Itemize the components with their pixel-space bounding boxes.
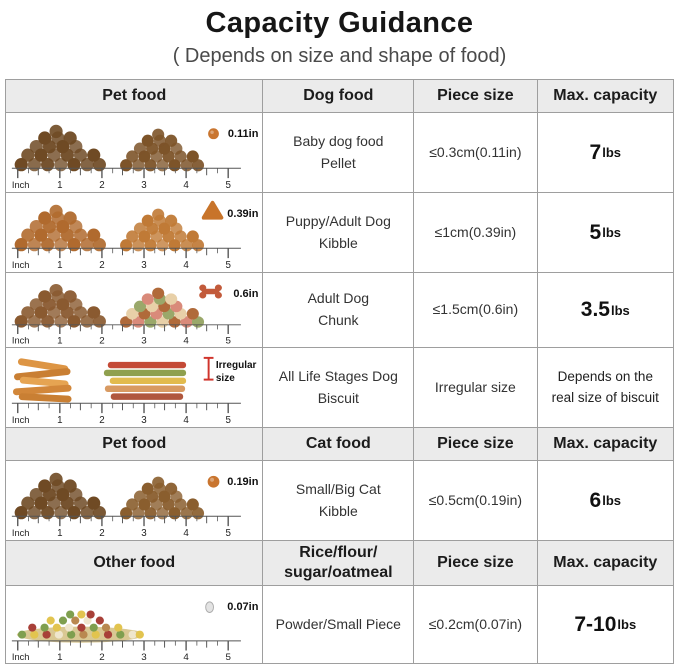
pellet-pile-illustration <box>11 124 242 192</box>
header-cell-cat-food: Cat food <box>263 428 415 460</box>
capacity-number: 6 <box>589 488 602 512</box>
ruler-graphic <box>11 167 242 192</box>
table-row-powder: 0.07in Powder/Small Piece ≤0.2cm(0.07in)… <box>6 586 673 663</box>
biscuit-illustration <box>11 356 242 427</box>
food-name: Baby dog food Pellet <box>263 113 415 192</box>
cat-kibble-pile-illustration <box>11 472 242 540</box>
ruler-graphic <box>11 247 242 272</box>
header-cell-piece-size: Piece size <box>414 80 538 112</box>
cat-kibble-image-cell: 0.19in <box>6 461 264 540</box>
max-capacity-value: Depends on the real size of biscuit <box>538 348 673 427</box>
biscuit-sticks-right <box>103 361 187 400</box>
piece-size-callout: 0.07in <box>227 601 259 613</box>
table-row-cat-kibble: 0.19in Small/Big Cat Kibble ≤0.5cm(0.19i… <box>6 461 673 541</box>
capacity-unit: lbs <box>602 145 622 160</box>
piece-size-value: ≤0.3cm(0.11in) <box>414 113 538 192</box>
kibble-image-cell: 0.39in <box>6 193 264 272</box>
table-header-dog: Pet food Dog food Piece size Max. capaci… <box>6 80 673 113</box>
capacity-number: 7-10 <box>574 612 617 636</box>
food-pile <box>14 124 106 172</box>
piece-size-callout: 0.39in <box>227 208 259 220</box>
header-cell-pet-food: Pet food <box>6 428 264 460</box>
biscuit-sticks-left <box>12 358 72 403</box>
table-row-biscuit: Irregular size All Life Stages Dog Biscu… <box>6 348 673 428</box>
piece-size-callout: 0.11in <box>227 128 259 140</box>
food-name: Puppy/Adult Dog Kibble <box>263 193 415 272</box>
header-cell-max-capacity: Max. capacity <box>553 554 658 571</box>
bone-icon <box>199 284 222 299</box>
capacity-number: 3.5 <box>580 298 610 321</box>
piece-size-callout: Irregular size <box>215 360 257 384</box>
triangle-kibble-icon <box>201 200 224 220</box>
food-pile <box>14 204 106 252</box>
grain-pile <box>16 610 144 643</box>
header-cell-other-food: Other food <box>6 541 264 585</box>
max-capacity-value: 7-10 lbs <box>538 586 673 663</box>
kibble-pile-illustration <box>11 200 242 272</box>
capacity-unit: lbs <box>610 302 630 318</box>
max-capacity-value: 6 lbs <box>538 461 673 540</box>
piece-size-value: ≤0.2cm(0.07in) <box>414 586 538 663</box>
piece-size-value: Irregular size <box>414 348 538 427</box>
grain-pile-illustration <box>11 601 242 663</box>
small-piece-icon <box>205 601 215 613</box>
table-row-pellet: 0.11in Baby dog food Pellet ≤0.3cm(0.11i… <box>6 113 673 193</box>
capacity-unit: lbs <box>602 493 622 508</box>
header-cell-dog-food: Dog food <box>263 80 415 112</box>
food-name: Powder/Small Piece <box>263 586 415 663</box>
page-subtitle: ( Depends on size and shape of food) <box>172 45 507 67</box>
chunk-image-cell: 0.6in <box>6 273 264 347</box>
table-row-chunk: 0.6in Adult Dog Chunk ≤1.5cm(0.6in) 3.5 l… <box>6 273 673 348</box>
header-cell-max-capacity: Max. capacity <box>553 87 658 104</box>
capacity-number: 5 <box>589 220 602 244</box>
food-pile <box>120 128 205 172</box>
food-name: Adult Dog Chunk <box>263 273 415 347</box>
biscuit-image-cell: Irregular size <box>6 348 264 427</box>
food-name: All Life Stages Dog Biscuit <box>263 348 415 427</box>
round-pellet-icon <box>207 475 220 488</box>
table-row-kibble: 0.39in Puppy/Adult Dog Kibble ≤1cm(0.39i… <box>6 193 673 273</box>
food-pile-multicolor <box>120 287 205 328</box>
max-capacity-value: 7 lbs <box>538 113 673 192</box>
capacity-table: Pet food Dog food Piece size Max. capaci… <box>5 79 674 664</box>
table-header-cat: Pet food Cat food Piece size Max. capaci… <box>6 428 673 461</box>
capacity-note: Depends on the real size of biscuit <box>551 369 659 405</box>
header-cell-max-capacity: Max. capacity <box>553 435 658 452</box>
header-cell-piece-size: Piece size <box>414 428 538 460</box>
ruler-graphic <box>11 640 242 663</box>
header-cell-piece-size: Piece size <box>414 541 538 585</box>
food-name: Small/Big Cat Kibble <box>263 461 415 540</box>
food-pile <box>14 472 106 520</box>
capacity-unit: lbs <box>617 617 637 632</box>
piece-size-value: ≤0.5cm(0.19in) <box>414 461 538 540</box>
irregular-size-marker-icon <box>203 356 214 381</box>
piece-size-value: ≤1cm(0.39in) <box>414 193 538 272</box>
ruler-graphic <box>11 324 242 347</box>
ruler-graphic <box>11 515 242 540</box>
max-capacity-value: 3.5 lbs <box>538 273 673 347</box>
header-cell-rice-flour: Rice/flour/ sugar/oatmeal <box>263 541 415 585</box>
food-pile <box>120 476 205 520</box>
round-pellet-icon <box>208 128 219 140</box>
food-pile <box>14 284 106 328</box>
piece-size-callout: 0.19in <box>227 476 259 488</box>
capacity-unit: lbs <box>602 225 622 240</box>
food-pile <box>120 208 205 252</box>
piece-size-callout: 0.6in <box>233 288 259 300</box>
max-capacity-value: 5 lbs <box>538 193 673 272</box>
powder-image-cell: 0.07in <box>6 586 264 663</box>
ruler-graphic <box>11 402 242 427</box>
page-title: Capacity Guidance <box>205 7 474 39</box>
chunk-pile-illustration <box>11 284 242 347</box>
header-cell-pet-food: Pet food <box>6 80 264 112</box>
piece-size-value: ≤1.5cm(0.6in) <box>414 273 538 347</box>
pellet-image-cell: 0.11in <box>6 113 264 192</box>
capacity-number: 7 <box>589 140 602 164</box>
table-header-other: Other food Rice/flour/ sugar/oatmeal Pie… <box>6 541 673 586</box>
